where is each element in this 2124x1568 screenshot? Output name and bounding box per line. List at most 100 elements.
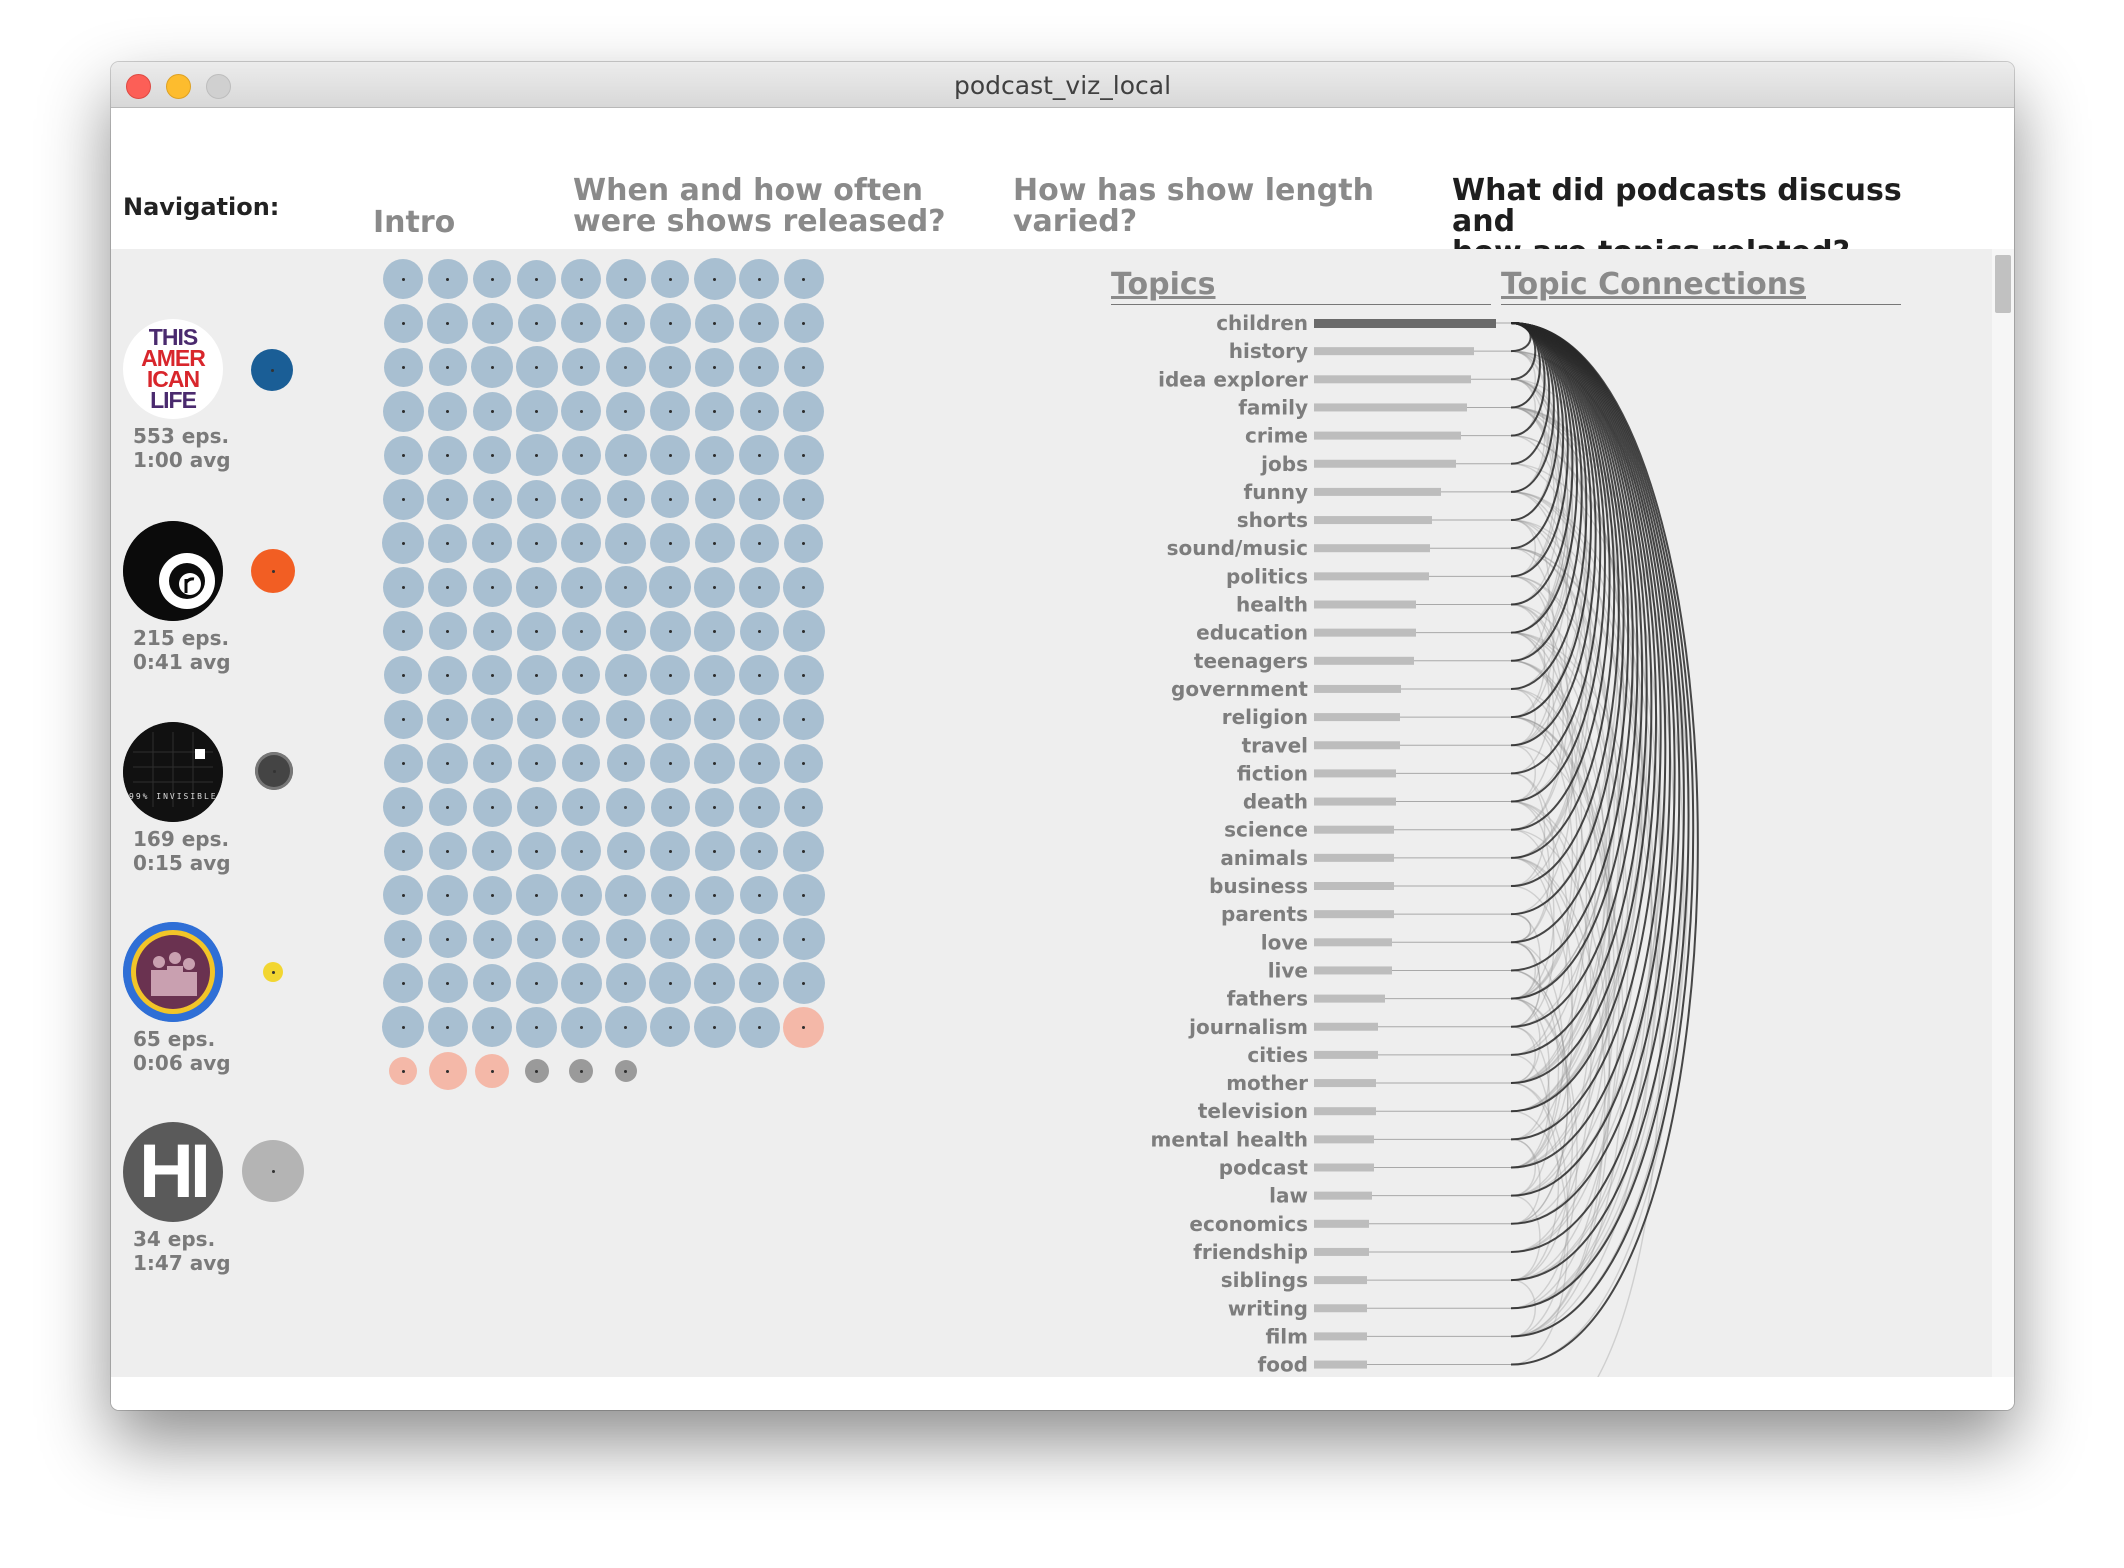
episode-dot[interactable] xyxy=(561,259,601,299)
episode-dot[interactable] xyxy=(738,698,780,740)
topic-row[interactable]: film xyxy=(1265,1324,1511,1348)
topic-label[interactable]: jobs xyxy=(1260,452,1308,476)
topic-row[interactable]: travel xyxy=(1242,733,1511,757)
episode-dot[interactable] xyxy=(472,787,512,827)
topic-bar[interactable] xyxy=(1314,1107,1376,1116)
topic-row[interactable]: history xyxy=(1229,339,1511,363)
episode-dot[interactable] xyxy=(605,347,646,387)
episode-dot[interactable] xyxy=(471,302,513,344)
episode-dot[interactable] xyxy=(473,964,511,1002)
episode-dot[interactable] xyxy=(562,348,600,386)
episode-dot[interactable] xyxy=(739,303,779,343)
episode-dot[interactable] xyxy=(604,654,647,696)
episode-dot[interactable] xyxy=(471,346,513,388)
podcast-legend-this-american-life[interactable]: THIS AMER ICAN LIFE 553 eps. 1:00 avg xyxy=(123,319,323,479)
episode-dot[interactable] xyxy=(695,787,734,827)
episode-dot[interactable] xyxy=(614,1060,637,1082)
episode-dot[interactable] xyxy=(515,962,558,1004)
episode-dot[interactable] xyxy=(739,435,779,475)
topic-label[interactable]: funny xyxy=(1244,480,1308,504)
episode-dot[interactable] xyxy=(517,699,556,739)
episode-dot[interactable] xyxy=(562,700,600,738)
topic-bar[interactable] xyxy=(1314,487,1441,496)
episode-dot[interactable] xyxy=(382,1006,424,1048)
episode-dot[interactable] xyxy=(472,611,512,651)
topic-row[interactable]: idea explorer xyxy=(1158,367,1511,391)
episode-dot[interactable] xyxy=(650,1007,690,1047)
topic-bar[interactable] xyxy=(1314,1163,1374,1172)
episode-dot[interactable] xyxy=(428,435,467,475)
topic-row[interactable]: live xyxy=(1268,958,1511,982)
episode-dot[interactable] xyxy=(739,919,779,959)
episode-dot[interactable] xyxy=(515,390,558,432)
topic-bar[interactable] xyxy=(1314,938,1392,947)
episode-dot[interactable] xyxy=(651,480,689,518)
topic-row[interactable]: sound/music xyxy=(1167,536,1511,560)
topic-bar[interactable] xyxy=(1314,656,1414,665)
episode-dot[interactable] xyxy=(427,742,468,784)
episode-dot[interactable] xyxy=(428,348,467,386)
episode-dot[interactable] xyxy=(561,435,601,475)
topic-bar[interactable] xyxy=(1314,347,1474,356)
topic-row[interactable]: journalism xyxy=(1188,1015,1511,1039)
episode-dot[interactable] xyxy=(783,259,824,299)
episode-dot[interactable] xyxy=(472,391,512,431)
episode-dot[interactable] xyxy=(783,390,824,432)
topic-bar[interactable] xyxy=(1314,1022,1378,1031)
topic-row[interactable]: podcast xyxy=(1219,1156,1511,1180)
topic-row[interactable]: economics xyxy=(1189,1212,1511,1236)
topic-label[interactable]: family xyxy=(1238,395,1308,419)
episode-dot[interactable] xyxy=(738,566,780,608)
nav-show-length[interactable]: How has show length varied? xyxy=(1013,175,1374,237)
episode-dot[interactable] xyxy=(383,611,423,651)
episode-dot[interactable] xyxy=(383,963,423,1003)
minimize-window-button[interactable] xyxy=(166,74,191,99)
podcast-legend-crowd-show[interactable]: 65 eps. 0:06 avg xyxy=(123,922,323,1082)
episode-dot[interactable] xyxy=(784,787,823,827)
topic-row[interactable]: health xyxy=(1236,593,1511,617)
topic-bar[interactable] xyxy=(1314,319,1496,328)
topic-row[interactable]: education xyxy=(1196,621,1511,645)
episode-dot[interactable] xyxy=(695,435,734,475)
topic-bar[interactable] xyxy=(1314,1360,1367,1369)
episode-dot[interactable] xyxy=(383,699,423,739)
episode-dot[interactable] xyxy=(516,655,557,695)
topic-label[interactable]: business xyxy=(1209,874,1308,898)
topic-label[interactable]: economics xyxy=(1189,1212,1308,1236)
episode-dot[interactable] xyxy=(515,874,558,916)
episode-dot[interactable] xyxy=(739,259,779,299)
episode-dot[interactable] xyxy=(695,875,734,915)
episode-dot[interactable] xyxy=(605,522,646,564)
episode-dot[interactable] xyxy=(606,787,645,827)
episode-dot[interactable] xyxy=(428,523,467,563)
topic-label[interactable]: fiction xyxy=(1237,761,1308,785)
topic-label[interactable]: history xyxy=(1229,339,1308,363)
episode-dot[interactable] xyxy=(650,787,690,827)
topic-row[interactable]: science xyxy=(1224,818,1511,842)
episode-dot[interactable] xyxy=(428,391,467,431)
topic-row[interactable]: law xyxy=(1269,1184,1511,1208)
topic-label[interactable]: animals xyxy=(1220,846,1308,870)
topic-bar[interactable] xyxy=(1314,1332,1367,1341)
topic-label[interactable]: sound/music xyxy=(1167,536,1308,560)
episode-dot[interactable] xyxy=(650,655,690,695)
episode-dot[interactable] xyxy=(605,611,646,651)
episode-dot[interactable] xyxy=(606,391,645,431)
episode-dot[interactable] xyxy=(472,655,512,695)
episode-dot[interactable] xyxy=(783,830,824,872)
episode-dot[interactable] xyxy=(382,478,424,520)
topic-row[interactable]: love xyxy=(1261,930,1511,954)
episode-dot[interactable] xyxy=(560,874,602,916)
topic-label[interactable]: government xyxy=(1171,677,1308,701)
topic-bar[interactable] xyxy=(1314,403,1467,412)
episode-dot[interactable] xyxy=(383,303,423,343)
episode-dot[interactable] xyxy=(472,831,512,871)
topic-row[interactable]: writing xyxy=(1228,1296,1511,1320)
episode-dot[interactable] xyxy=(472,743,512,783)
episode-dot[interactable] xyxy=(428,655,467,695)
episode-dot[interactable] xyxy=(472,1007,512,1047)
topic-row[interactable]: mental health xyxy=(1151,1127,1511,1151)
episode-dot[interactable] xyxy=(606,832,645,870)
topic-label[interactable]: politics xyxy=(1226,564,1308,588)
episode-dot[interactable] xyxy=(383,787,423,827)
